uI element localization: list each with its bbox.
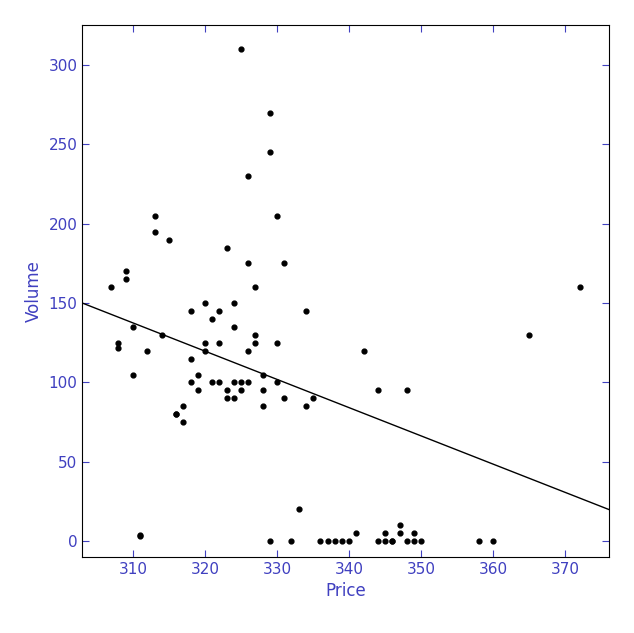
Point xyxy=(236,385,246,396)
Point xyxy=(294,505,304,515)
Point xyxy=(157,330,167,340)
Point xyxy=(214,306,224,316)
X-axis label: Price: Price xyxy=(325,582,366,601)
Point xyxy=(243,258,254,268)
Point xyxy=(135,531,145,541)
Point xyxy=(236,44,246,54)
Point xyxy=(380,528,391,538)
Point xyxy=(409,536,419,546)
Point xyxy=(207,314,217,324)
Point xyxy=(171,409,181,419)
Point xyxy=(200,337,210,348)
Point xyxy=(272,377,282,387)
Point xyxy=(323,536,333,546)
Point xyxy=(394,520,404,530)
Point xyxy=(113,342,124,353)
Point xyxy=(150,227,160,237)
Point xyxy=(358,346,368,356)
Point xyxy=(243,346,254,356)
Point xyxy=(229,377,239,387)
Point xyxy=(193,385,203,396)
Point xyxy=(135,530,145,540)
Point xyxy=(229,298,239,308)
Point xyxy=(250,330,261,340)
Point xyxy=(279,258,289,268)
Point xyxy=(178,417,188,427)
Point xyxy=(301,306,311,316)
Point xyxy=(330,536,340,546)
Point xyxy=(524,330,534,340)
Point xyxy=(474,536,484,546)
Point xyxy=(171,409,181,419)
Point xyxy=(265,536,275,546)
Point xyxy=(394,528,404,538)
Point xyxy=(337,536,347,546)
Point xyxy=(113,337,124,348)
Point xyxy=(373,536,383,546)
Point xyxy=(387,536,398,546)
Point xyxy=(272,211,282,221)
Point xyxy=(243,171,254,181)
Point xyxy=(128,370,138,380)
Point xyxy=(229,322,239,332)
Point xyxy=(221,385,231,396)
Point xyxy=(351,528,361,538)
Y-axis label: Volume: Volume xyxy=(25,260,43,322)
Point xyxy=(186,354,196,364)
Point xyxy=(207,377,217,387)
Point xyxy=(243,377,254,387)
Point xyxy=(488,536,498,546)
Point xyxy=(186,306,196,316)
Point xyxy=(250,282,261,292)
Point xyxy=(200,346,210,356)
Point xyxy=(265,108,275,118)
Point xyxy=(315,536,325,546)
Point xyxy=(402,536,412,546)
Point xyxy=(193,370,203,380)
Point xyxy=(409,528,419,538)
Point xyxy=(128,322,138,332)
Point xyxy=(287,536,297,546)
Point xyxy=(373,385,383,396)
Point xyxy=(257,385,268,396)
Point xyxy=(575,282,585,292)
Point xyxy=(402,385,412,396)
Point xyxy=(142,346,152,356)
Point xyxy=(272,337,282,348)
Point xyxy=(214,377,224,387)
Point xyxy=(236,377,246,387)
Point xyxy=(186,377,196,387)
Point xyxy=(380,536,391,546)
Point xyxy=(257,401,268,411)
Point xyxy=(229,393,239,403)
Point xyxy=(344,536,354,546)
Point xyxy=(120,266,131,277)
Point xyxy=(279,393,289,403)
Point xyxy=(250,337,261,348)
Point xyxy=(178,401,188,411)
Point xyxy=(221,242,231,253)
Point xyxy=(106,282,116,292)
Point xyxy=(150,211,160,221)
Point xyxy=(214,337,224,348)
Point xyxy=(200,298,210,308)
Point xyxy=(164,235,174,245)
Point xyxy=(308,393,318,403)
Point xyxy=(257,370,268,380)
Point xyxy=(387,536,398,546)
Point xyxy=(265,147,275,158)
Point xyxy=(416,536,426,546)
Point xyxy=(301,401,311,411)
Point xyxy=(221,393,231,403)
Point xyxy=(120,274,131,284)
